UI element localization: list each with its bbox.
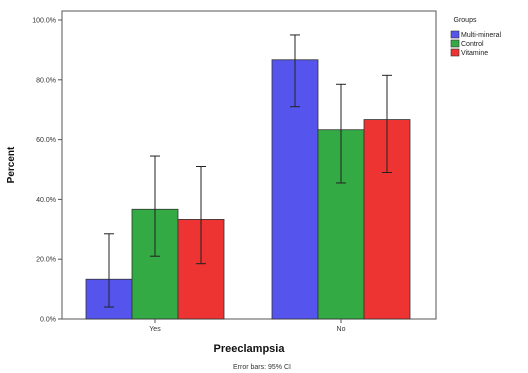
x-axis-title: Preeclampsia xyxy=(214,343,286,355)
y-tick-label: 100.0% xyxy=(32,18,56,25)
legend-label: Control xyxy=(461,41,484,48)
legend-swatch xyxy=(450,39,460,48)
legend-label: Vitamine xyxy=(461,50,488,57)
legend-label: Multi-mineral xyxy=(461,32,502,39)
y-axis-title: Percent xyxy=(6,146,17,183)
x-tick-label: Yes xyxy=(149,326,161,333)
y-tick-label: 80.0% xyxy=(36,77,56,84)
legend: Groups Multi-mineral Control Vitamine xyxy=(450,17,502,57)
footnote: Error bars: 95% CI xyxy=(233,364,291,371)
error-bars-layer xyxy=(104,34,392,308)
x-axis: Yes No xyxy=(149,319,346,333)
y-tick-label: 60.0% xyxy=(36,137,56,144)
legend-title: Groups xyxy=(454,17,477,24)
legend-swatch xyxy=(450,48,460,57)
y-tick-label: 40.0% xyxy=(36,197,56,204)
y-axis: 0.0% 20.0% 40.0% 60.0% 80.0% 100.0% xyxy=(32,18,62,324)
y-tick-label: 20.0% xyxy=(36,257,56,264)
y-tick-label: 0.0% xyxy=(40,317,56,324)
legend-swatch xyxy=(450,30,460,39)
x-tick-label: No xyxy=(337,326,346,333)
